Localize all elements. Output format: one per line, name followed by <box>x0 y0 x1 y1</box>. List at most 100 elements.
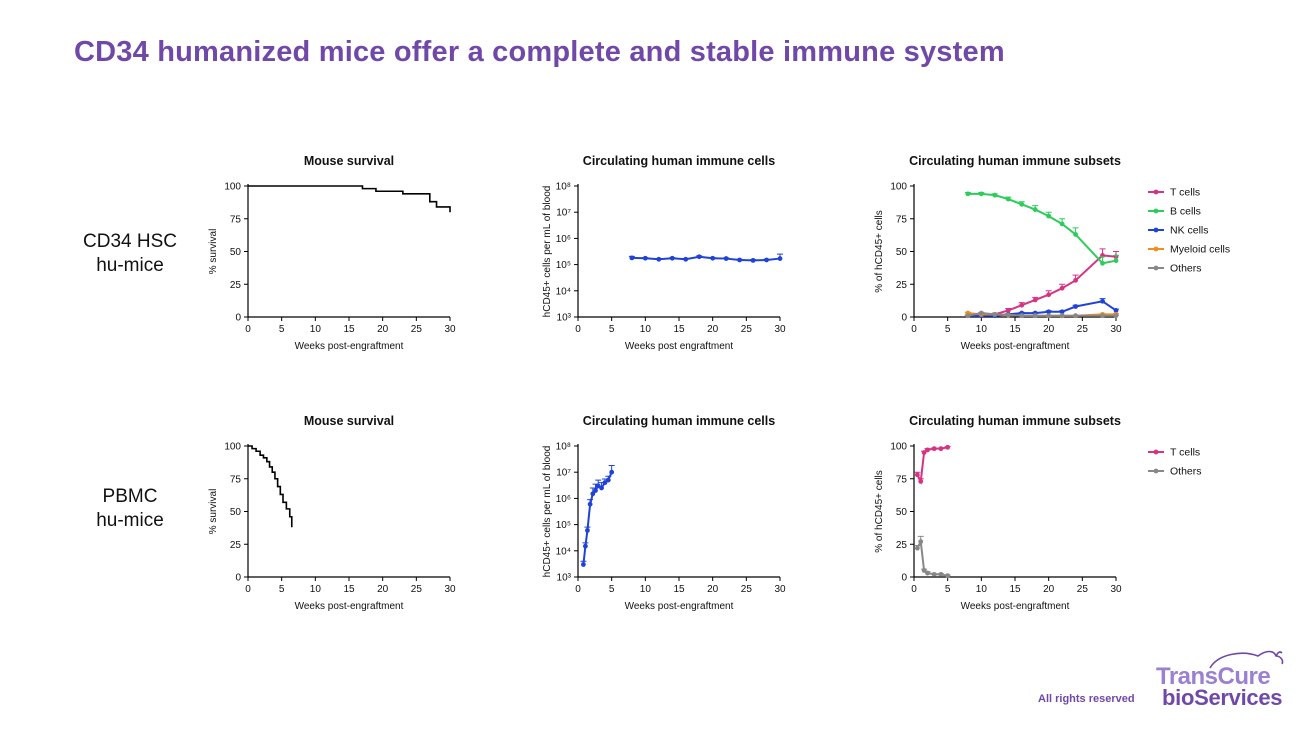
cd34-subsets-series-others-point <box>1073 313 1078 319</box>
pbmc-survival-x-tick-label: 25 <box>411 584 423 595</box>
cd34-subsets-series-b-cells-point <box>1113 258 1119 264</box>
pbmc-subsets-series-others-point <box>921 568 927 573</box>
cd34-subsets-legend-swatch-point <box>1153 246 1159 252</box>
chart-cd34-survival: Mouse survival 0 5 10 15 20 25 30 0 25 50 75 100 Week… <box>208 154 456 352</box>
pbmc-survival-y-tick-label: 100 <box>224 442 241 453</box>
cd34-subsets-x-tick-label: 5 <box>945 324 951 335</box>
cd34-subsets-series-others-point <box>1032 313 1038 319</box>
pbmc-circulating-series-0-point <box>583 543 588 549</box>
cd34-survival-x-tick-label: 10 <box>310 324 322 335</box>
pbmc-subsets-legend-swatch-point <box>1153 449 1159 455</box>
cd34-subsets-series-b-cells-point <box>1046 213 1052 219</box>
cd34-circulating-y-tick-label: 10⁷ <box>556 208 571 219</box>
cd34-circulating-x-tick-label: 0 <box>575 324 581 335</box>
pbmc-subsets-x-tick-label: 0 <box>911 584 917 595</box>
chart-cd34-subsets: Circulating human immune subsets 0 5 10 15 20… <box>874 154 1230 352</box>
cd34-subsets-series-b-cells-line <box>967 192 1117 265</box>
pbmc-survival-y-tick-label: 25 <box>230 540 242 551</box>
cd34-subsets-series-t-cells-point <box>1059 285 1065 291</box>
cd34-subsets-series-others-point <box>1113 313 1119 319</box>
cd34-subsets-y-tick-label: 100 <box>890 182 907 193</box>
pbmc-circulating-series-0-point <box>593 488 598 493</box>
cd34-subsets-series-others-point <box>992 311 998 317</box>
cd34-survival-y-tick-label: 25 <box>230 280 242 291</box>
pbmc-subsets-x-tick-label: 15 <box>1009 584 1021 595</box>
pbmc-subsets-x-tick-label: 5 <box>945 584 951 595</box>
slide-title: CD34 humanized mice offer a complete and… <box>74 36 1005 68</box>
pbmc-subsets-series-others-point <box>945 573 951 579</box>
pbmc-survival-x-tick-label: 0 <box>245 584 251 595</box>
pbmc-circulating-x-tick-label: 15 <box>673 584 685 595</box>
cd34-subsets-series-t-cells-point <box>1046 292 1052 298</box>
cd34-subsets-series-others-point <box>1019 313 1025 319</box>
logo-text-bioservices: bioServices <box>1162 685 1283 710</box>
cd34-subsets-series-b-cells-point <box>992 192 998 198</box>
cd34-subsets-x-tick-label: 20 <box>1043 324 1055 335</box>
cd34-subsets-series-b-cells-point <box>1073 232 1078 237</box>
cd34-subsets-series-others-point <box>1005 312 1011 318</box>
pbmc-subsets-series-t-cells-point <box>921 450 927 455</box>
row-label-pbmc-line1: PBMC <box>102 486 158 507</box>
cd34-circulating-series-0-point <box>669 255 675 261</box>
cd34-survival-series-0-line <box>248 185 451 213</box>
pbmc-circulating-x-tick-label: 20 <box>707 584 719 595</box>
company-logo: TransCure bioServices <box>1150 648 1300 710</box>
row-label-pbmc: PBMC hu-mice <box>62 485 198 533</box>
cd34-survival-y-tick-label: 75 <box>230 214 242 225</box>
chart-pbmc-subsets: Circulating human immune subsets 0 5 10 15 20… <box>874 414 1202 612</box>
cd34-circulating-x-tick-label: 20 <box>707 324 719 335</box>
cd34-subsets-series-t-cells-line <box>967 254 1117 317</box>
pbmc-circulating-x-tick-label: 10 <box>640 584 652 595</box>
pbmc-circulating-y-tick-label: 10³ <box>557 573 572 584</box>
cd34-survival-x-tick-label: 15 <box>343 324 355 335</box>
pbmc-circulating-y-tick-label: 10⁷ <box>556 468 571 479</box>
pbmc-circulating-series-0-point <box>599 485 604 491</box>
pbmc-survival-x-tick-label: 20 <box>377 584 389 595</box>
pbmc-circulating-x-tick-label: 25 <box>741 584 753 595</box>
cd34-circulating-series-0-point <box>723 256 729 261</box>
cd34-subsets-legend-label: T cells <box>1170 187 1200 199</box>
pbmc-circulating-x-tick-label: 0 <box>575 584 581 595</box>
pbmc-survival-x-tick-label: 30 <box>444 584 456 595</box>
pbmc-survival-x-tick-label: 15 <box>343 584 355 595</box>
pbmc-circulating-series-0-point <box>585 528 590 533</box>
pbmc-survival-x-tick-label: 5 <box>279 584 285 595</box>
pbmc-subsets-series-t-cells-point <box>945 444 951 450</box>
pbmc-circulating-y-axis-label: hCD45+ cells per mL of blood <box>542 446 553 578</box>
cd34-subsets-series-others-point <box>1046 313 1052 319</box>
cd34-circulating-x-tick-label: 30 <box>774 324 786 335</box>
cd34-circulating-series-0-point <box>750 257 756 263</box>
cd34-survival-x-tick-label: 25 <box>411 324 423 335</box>
cd34-circulating-y-tick-label: 10⁶ <box>556 234 571 245</box>
pbmc-circulating-x-axis-label: Weeks post-engraftment <box>625 601 734 612</box>
cd34-circulating-x-tick-label: 10 <box>640 324 652 335</box>
cd34-subsets-series-t-cells-point <box>1019 302 1025 308</box>
cd34-subsets-y-tick-label: 0 <box>901 313 907 324</box>
cd34-circulating-y-tick-label: 10³ <box>557 313 572 324</box>
cd34-circulating-x-axis-label: Weeks post engraftment <box>625 341 733 352</box>
chart-pbmc-survival: Mouse survival 0 5 10 15 20 25 30 0 25 50 75 100 Week… <box>208 414 456 612</box>
cd34-subsets-series-b-cells-point <box>1059 221 1065 227</box>
pbmc-circulating-y-tick-label: 10⁵ <box>556 520 571 531</box>
cd34-survival-x-tick-label: 20 <box>377 324 389 335</box>
cd34-subsets-legend-item: B cells <box>1148 206 1201 218</box>
cd34-subsets-y-tick-label: 25 <box>896 280 908 291</box>
cd34-subsets-series-others-point <box>1100 313 1105 319</box>
row-label-pbmc-line2: hu-mice <box>96 510 164 531</box>
pbmc-subsets-y-axis-label: % of hCD45+ cells <box>874 470 885 553</box>
cd34-survival-y-tick-label: 100 <box>224 182 241 193</box>
pbmc-survival-y-tick-label: 50 <box>230 507 242 518</box>
pbmc-subsets-legend-swatch-point <box>1153 468 1159 474</box>
row-label-cd34-line1: CD34 HSC <box>83 231 177 252</box>
pbmc-subsets-legend-label: Others <box>1170 466 1202 478</box>
pbmc-circulating-title: Circulating human immune cells <box>583 414 775 428</box>
cd34-subsets-legend-item: Myeloid cells <box>1148 244 1230 256</box>
cd34-survival-y-axis-label: % survival <box>208 229 219 275</box>
cd34-survival-x-tick-label: 0 <box>245 324 251 335</box>
cd34-subsets-legend-label: NK cells <box>1170 225 1209 237</box>
mouse-logo-icon <box>1209 650 1284 669</box>
cd34-circulating-title: Circulating human immune cells <box>583 154 775 168</box>
cd34-subsets-legend-item: NK cells <box>1148 225 1209 237</box>
cd34-subsets-series-nk-cells-point <box>1046 309 1052 315</box>
chart-cd34-circulating: Circulating human immune cells 0 5 10 15 20 25… <box>542 154 786 352</box>
